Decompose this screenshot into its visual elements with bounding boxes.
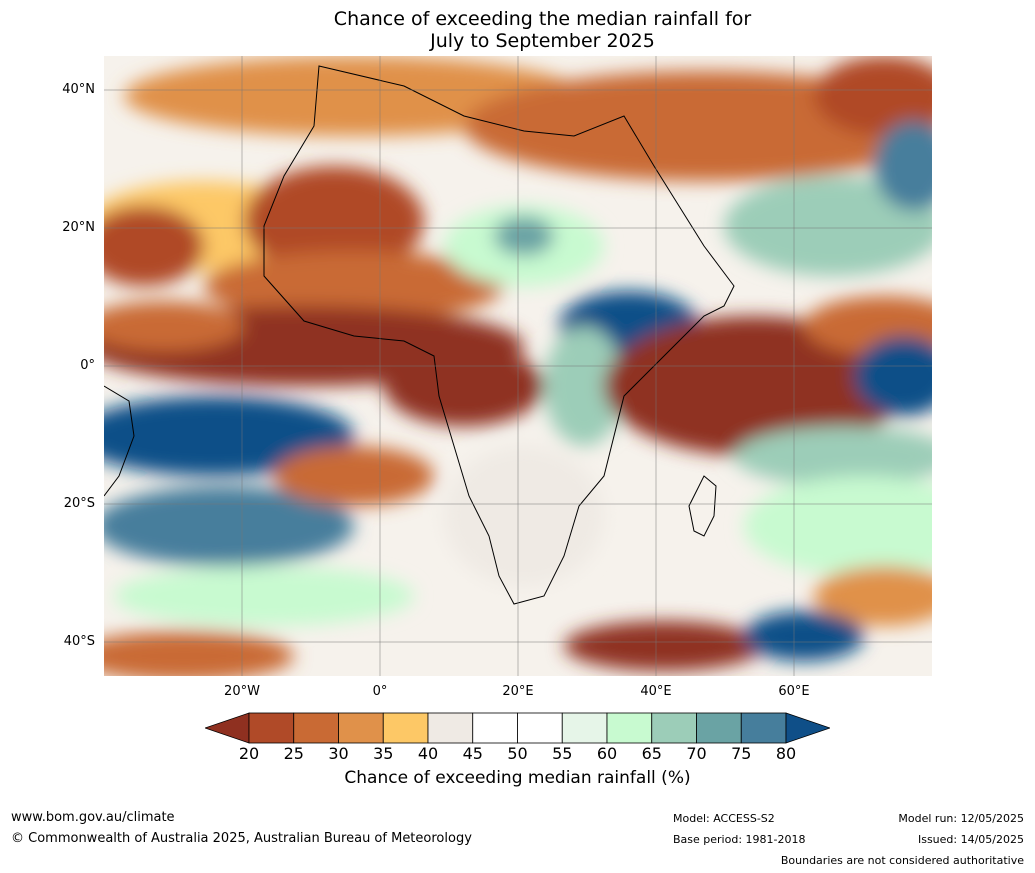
colorbar-swatch (517, 712, 563, 744)
longitude-label-60e: 60°E (778, 684, 810, 699)
colorbar-swatch (561, 712, 608, 744)
colorbar-swatch (472, 712, 518, 744)
colorbar (205, 712, 830, 744)
rainfall-probability-map (104, 56, 932, 676)
colorbar-extension-high (785, 712, 830, 744)
latitude-label-20s: 20°S (63, 496, 95, 511)
copyright-text: © Commonwealth of Australia 2025, Austra… (11, 831, 472, 846)
map-title: Chance of exceeding the median rainfall … (0, 8, 1035, 52)
south-america-coastline (104, 385, 135, 497)
latitude-label-40s: 40°S (63, 634, 95, 649)
colorbar-swatch (248, 712, 295, 744)
colorbar-tick-label: 25 (283, 744, 304, 763)
colorbar-tick-label: 75 (731, 744, 752, 763)
boundary-disclaimer: Boundaries are not considered authoritat… (780, 854, 1024, 867)
colorbar-swatch (427, 712, 474, 744)
colorbar-tick-label: 70 (686, 744, 707, 763)
colorbar-swatch (651, 712, 697, 744)
colorbar-title: Chance of exceeding median rainfall (%) (344, 768, 691, 788)
latitude-label-equator: 0° (80, 358, 95, 373)
base-period: Base period: 1981-2018 (673, 833, 806, 846)
longitude-label-0: 0° (372, 684, 388, 699)
colorbar-tick-label: 80 (775, 744, 797, 763)
graticule (104, 56, 932, 676)
latitude-label-40n: 40°N (62, 82, 95, 97)
colorbar-swatch (293, 712, 339, 744)
longitude-label-20w: 20°W (224, 684, 260, 699)
colorbar-tick-label: 35 (373, 744, 394, 763)
colorbar-swatch (382, 712, 429, 744)
madagascar-coastline (688, 475, 717, 537)
colorbar-swatch (606, 712, 653, 744)
model-name: Model: ACCESS-S2 (673, 812, 775, 825)
colorbar-swatch (338, 712, 384, 744)
colorbar-swatch (696, 712, 742, 744)
latitude-label-20n: 20°N (62, 220, 95, 235)
title-line-2: July to September 2025 (430, 30, 655, 52)
africa-coastline (263, 65, 735, 605)
longitude-label-40e: 40°E (640, 684, 672, 699)
colorbar-tick-label: 20 (238, 744, 260, 763)
model-run-date: Model run: 12/05/2025 (898, 812, 1024, 825)
colorbar-swatch (740, 712, 787, 744)
colorbar-tick-label: 45 (462, 744, 483, 763)
website-link[interactable]: www.bom.gov.au/climate (11, 810, 175, 825)
colorbar-tick-label: 60 (596, 744, 618, 763)
title-line-1: Chance of exceeding the median rainfall … (333, 8, 752, 30)
colorbar-tick-label: 30 (328, 744, 349, 763)
longitude-label-20e: 20°E (502, 684, 534, 699)
colorbar-tick-label: 65 (641, 744, 662, 763)
colorbar-tick-label: 50 (507, 744, 528, 763)
colorbar-extension-low (205, 712, 250, 744)
issued-date: Issued: 14/05/2025 (917, 833, 1024, 846)
colorbar-tick-label: 40 (417, 744, 439, 763)
colorbar-tick-label: 55 (552, 744, 573, 763)
